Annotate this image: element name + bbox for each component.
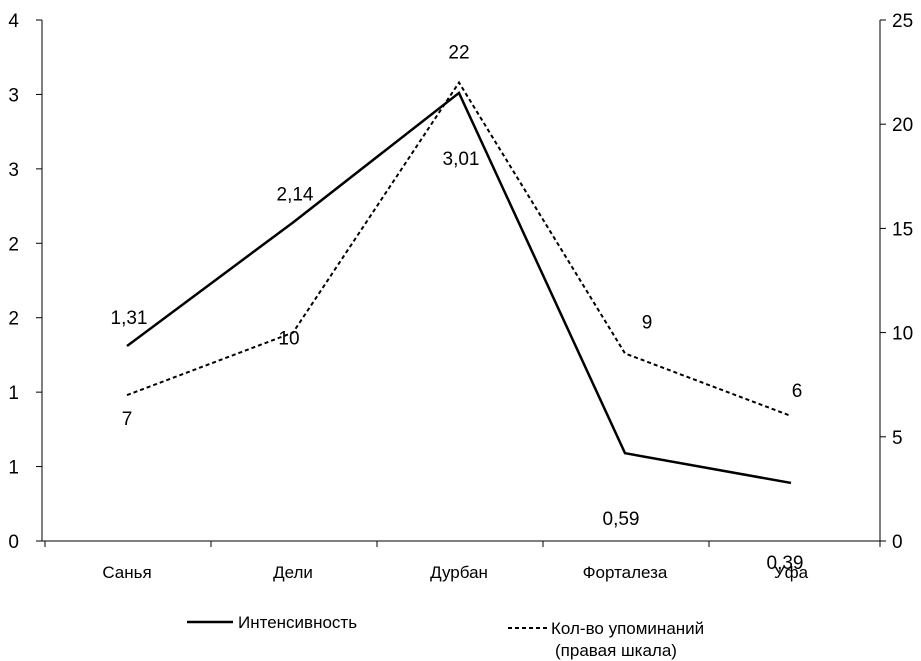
data-label-intensity: 0,39: [767, 553, 804, 574]
legend-label-mentions: Кол-во упоминаний: [551, 619, 704, 638]
x-axis-category-label: Дели: [273, 563, 313, 582]
data-label-intensity: 3,01: [443, 149, 480, 170]
x-axis-category-label: Форталеза: [583, 563, 668, 582]
left-axis-tick-label: 3: [8, 85, 19, 106]
data-label-mentions: 7: [122, 409, 133, 430]
left-axis-tick-label: 3: [8, 160, 19, 181]
right-axis-tick-label: 10: [892, 324, 913, 345]
right-axis-tick-label: 20: [892, 115, 913, 136]
data-label-mentions: 22: [448, 43, 469, 64]
left-axis-tick-label: 2: [8, 309, 19, 330]
data-labels: 1,31 2,14 3,01 0,59 0,39 7 10 22 9 6: [111, 43, 804, 574]
left-axis-tick-label: 1: [8, 458, 19, 479]
left-axis-tick-label: 1: [8, 383, 19, 404]
right-axis-tick-label: 5: [892, 428, 903, 449]
left-axis-tick-label: 0: [8, 532, 19, 553]
x-axis-category-label: Санья: [102, 563, 151, 582]
data-label-mentions: 9: [642, 312, 653, 333]
right-axis-tick-label: 25: [892, 11, 913, 32]
series-line-intensity: [126, 90, 792, 485]
data-label-mentions: 6: [792, 381, 803, 402]
data-label-intensity: 1,31: [111, 308, 148, 329]
x-axis-category-label: Дурбан: [430, 563, 488, 582]
legend-label-intensity: Интенсивность: [238, 613, 357, 632]
left-axis-tick-label: 4: [8, 11, 19, 32]
legend-label-mentions-note: (правая шкала): [555, 641, 677, 660]
x-axis-category-label: Уфа: [774, 563, 809, 582]
series-line-mentions: [126, 80, 792, 417]
data-label-mentions: 10: [278, 329, 299, 350]
left-axis-tick-label: 2: [8, 234, 19, 255]
right-axis-tick-label: 0: [892, 532, 903, 553]
data-label-intensity: 0,59: [603, 509, 640, 530]
data-label-intensity: 2,14: [277, 184, 314, 205]
legend: Интенсивность Кол-во упоминаний (правая …: [187, 613, 704, 660]
right-axis-tick-label: 15: [892, 219, 913, 240]
series-layer: [126, 80, 792, 485]
